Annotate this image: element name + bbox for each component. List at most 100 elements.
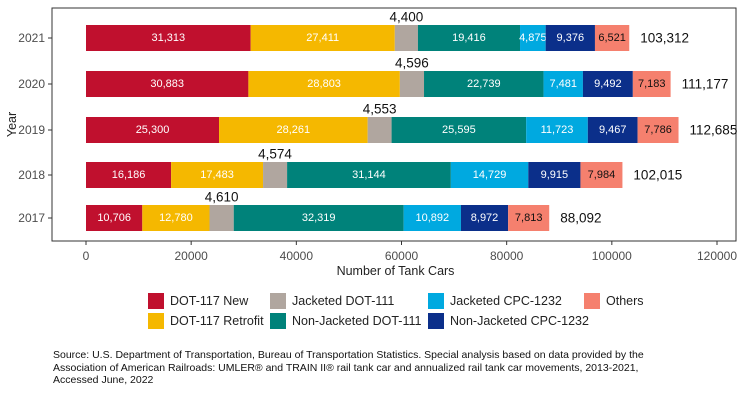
legend-item: DOT-117 New [148,292,270,309]
y-tick-label: 2017 [18,211,45,225]
bar-segment [250,25,395,51]
data-label: 30,883 [150,78,184,90]
x-axis-title: Number of Tank Cars [337,264,455,278]
y-tick-label: 2020 [18,77,45,91]
bar-segment [248,71,400,97]
data-label: 7,183 [638,78,666,90]
data-label: 4,875 [519,32,547,44]
data-label: 8,972 [471,212,499,224]
legend-item: Non-Jacketed CPC-1232 [428,312,589,329]
data-label: 16,186 [112,169,146,181]
data-label: 4,400 [389,10,423,25]
data-label: 9,467 [599,124,627,136]
x-tick-label: 60000 [385,249,419,263]
bar-segment [287,162,451,188]
y-tick-label: 2019 [18,123,45,137]
bar-segment [367,117,392,143]
bar-segment [209,205,234,231]
bar-segment [594,25,630,51]
legend-label: Others [606,293,644,308]
data-label: 25,595 [442,124,476,136]
bar-segment [424,71,544,97]
x-tick-label: 100000 [592,249,632,263]
bar-segment [171,162,264,188]
data-label: 31,313 [151,32,185,44]
legend-label: Jacketed CPC-1232 [450,293,562,308]
bar-segment [417,25,521,51]
legend-item: DOT-117 Retrofit [148,312,270,329]
data-label: 19,416 [452,32,486,44]
bar-segment [233,205,404,231]
legend-item: Jacketed DOT-111 [270,292,428,309]
bar-segment [219,117,368,143]
bar-segment [543,71,583,97]
x-tick-label: 0 [83,249,90,263]
data-label: 10,892 [415,212,449,224]
y-tick-label: 2021 [18,31,45,45]
bar-segment [86,71,249,97]
bar-segment [520,25,546,51]
y-axis-title: Year [5,112,19,137]
legend-swatch [270,292,286,309]
data-label: 9,492 [594,78,622,90]
plot-panel [51,7,737,242]
data-label: 4,574 [258,147,292,162]
data-label: 28,261 [277,124,311,136]
bar-segment [582,71,633,97]
total-label: 88,092 [560,211,601,226]
bar-segment [528,162,581,188]
data-label: 7,481 [549,78,577,90]
data-label: 9,915 [541,169,569,181]
legend-label: Non-Jacketed DOT-111 [292,313,422,328]
data-label: 25,300 [136,124,170,136]
data-label: 7,786 [644,124,672,136]
y-tick-label: 2018 [18,168,45,182]
bar-segment [403,205,461,231]
legend-item: Others [584,292,664,309]
bar-segment [86,162,172,188]
bar-segment [587,117,638,143]
data-label: 9,376 [557,32,585,44]
data-label: 31,144 [352,169,386,181]
legend-swatch [584,292,600,309]
bar-segment [508,205,550,231]
legend-item: Non-Jacketed DOT-111 [270,312,428,329]
total-label: 112,685 [690,123,738,138]
data-label: 7,813 [515,212,543,224]
legend-label: Non-Jacketed CPC-1232 [450,313,589,328]
data-label: 17,483 [200,169,234,181]
data-label: 28,803 [307,78,341,90]
bar-segment [399,71,425,97]
legend-item: Jacketed CPC-1232 [428,292,584,309]
data-label: 7,984 [588,169,616,181]
data-label: 32,319 [302,212,336,224]
x-tick-label: 20000 [174,249,208,263]
data-label: 11,723 [541,124,574,136]
data-label: 6,521 [598,32,626,44]
stacked-bar-chart: 0 20000 40000 60000 80000 100000 120000 Number … [5,7,738,278]
legend: DOT-117 New Jacketed DOT-111 Jacketed CPC-… [148,292,668,329]
legend-label: DOT-117 Retrofit [170,313,264,328]
data-label: 27,411 [306,32,339,44]
legend-label: DOT-117 New [170,293,249,308]
bar-segment [86,117,220,143]
total-label: 103,312 [640,31,689,46]
bar-segment [526,117,588,143]
legend-swatch [270,312,286,329]
bar-segment [391,117,527,143]
data-label: 14,729 [473,169,507,181]
bar-segment [632,71,671,97]
x-tick-label: 80000 [490,249,524,263]
bar-segment [637,117,679,143]
legend-swatch [428,292,444,309]
bar-segment [394,25,418,51]
data-label: 22,739 [467,78,501,90]
source-note: Source: U.S. Department of Transportatio… [53,349,644,386]
data-label: 10,706 [97,212,131,224]
data-label: 4,553 [363,102,397,117]
bar-segment [580,162,623,188]
x-tick-label: 40000 [280,249,314,263]
legend-swatch [428,312,444,329]
data-label: 4,596 [395,56,429,71]
bar-segment [263,162,288,188]
